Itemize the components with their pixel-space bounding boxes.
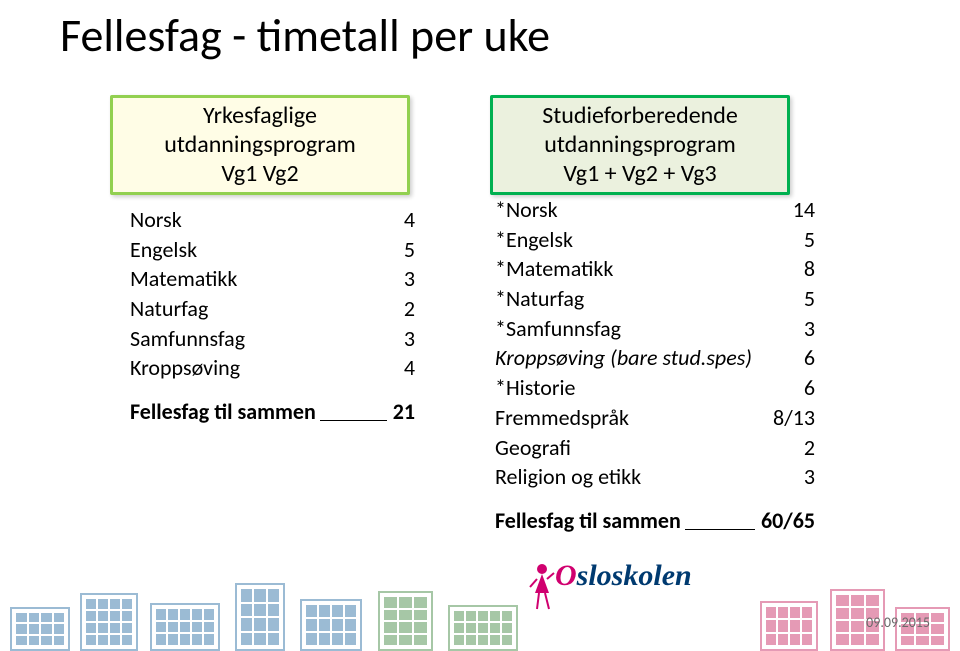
left-subject-list: Norsk 4 Engelsk 5 Matematikk 3 Naturfag … xyxy=(130,205,415,427)
total-value: 21 xyxy=(393,397,415,427)
subject-label: *Samfunnsfag xyxy=(495,314,621,344)
right-total-row: Fellesfag til sammen 60/65 xyxy=(495,506,815,536)
list-item: Engelsk 5 xyxy=(130,235,415,265)
subject-label: Kroppsøving (bare stud.spes) xyxy=(495,343,752,373)
page-title: Fellesfag - timetall per uke xyxy=(60,8,550,64)
skyline-building xyxy=(10,607,70,651)
subject-value: 5 xyxy=(804,284,815,314)
underline xyxy=(320,397,387,421)
total-label: Fellesfag til sammen xyxy=(495,506,681,536)
right-subject-list: *Norsk 14 *Engelsk 5 *Matematikk 8 *Natu… xyxy=(495,195,815,536)
subject-value: 3 xyxy=(804,314,815,344)
subject-label: Engelsk xyxy=(130,235,197,265)
logo-letter-o: O xyxy=(555,559,577,592)
list-item: Naturfag 2 xyxy=(130,294,415,324)
skyline-building xyxy=(760,601,818,651)
list-item: *Matematikk 8 xyxy=(495,254,815,284)
footer-skyline xyxy=(0,561,960,651)
box-green-line3: Vg1 + Vg2 + Vg3 xyxy=(503,160,777,189)
subject-value: 6 xyxy=(804,373,815,403)
logo-text-rest: sloskolen xyxy=(577,559,692,592)
subject-value: 2 xyxy=(804,433,815,463)
subject-label: Samfunnsfag xyxy=(130,324,245,354)
box-green-line1: Studieforberedende xyxy=(503,102,777,131)
list-item: *Historie 6 xyxy=(495,373,815,403)
skyline-building xyxy=(448,605,518,651)
box-yellow-line2: utdanningsprogram xyxy=(123,131,397,160)
subject-value: 8/13 xyxy=(773,403,815,433)
skyline-building xyxy=(300,599,362,651)
list-item: Samfunnsfag 3 xyxy=(130,324,415,354)
list-item: Kroppsøving 4 xyxy=(130,353,415,383)
subject-value: 3 xyxy=(804,462,815,492)
subject-value: 4 xyxy=(404,205,415,235)
subject-value: 2 xyxy=(404,294,415,324)
skyline-building xyxy=(80,593,138,651)
subject-label: Naturfag xyxy=(130,294,208,324)
box-yellow-line3: Vg1 Vg2 xyxy=(123,160,397,189)
subject-label: *Naturfag xyxy=(495,284,584,314)
box-green-line2: utdanningsprogram xyxy=(503,131,777,160)
subject-value: 4 xyxy=(404,353,415,383)
total-label: Fellesfag til sammen xyxy=(130,397,316,427)
subject-label: Geografi xyxy=(495,433,571,463)
list-item: Norsk 4 xyxy=(130,205,415,235)
list-item: *Naturfag 5 xyxy=(495,284,815,314)
subject-label: *Engelsk xyxy=(495,225,573,255)
subject-value: 5 xyxy=(404,235,415,265)
list-item: Kroppsøving (bare stud.spes) 6 xyxy=(495,343,815,373)
subject-label: *Historie xyxy=(495,373,576,403)
list-item: Matematikk 3 xyxy=(130,264,415,294)
subject-label: Kroppsøving xyxy=(130,353,240,383)
osloskolen-logo: Osloskolen xyxy=(555,559,765,619)
subject-value: 5 xyxy=(804,225,815,255)
box-yellow-line1: Yrkesfaglige xyxy=(123,102,397,131)
list-item: Geografi 2 xyxy=(495,433,815,463)
slide: Fellesfag - timetall per uke Yrkesfaglig… xyxy=(0,0,960,651)
box-studieforberedende: Studieforberedende utdanningsprogram Vg1… xyxy=(490,95,790,195)
list-item: *Norsk 14 xyxy=(495,195,815,225)
subject-label: Matematikk xyxy=(130,264,237,294)
box-yrkesfaglige: Yrkesfaglige utdanningsprogram Vg1 Vg2 xyxy=(110,95,410,195)
subject-label: *Norsk xyxy=(495,195,558,225)
left-total-row: Fellesfag til sammen 21 xyxy=(130,397,415,427)
list-item: *Samfunnsfag 3 xyxy=(495,314,815,344)
list-item: Fremmedspråk 8/13 xyxy=(495,403,815,433)
list-item: Religion og etikk 3 xyxy=(495,462,815,492)
subject-value: 14 xyxy=(793,195,815,225)
skyline-building xyxy=(150,603,220,651)
subject-label: Religion og etikk xyxy=(495,462,641,492)
subject-value: 6 xyxy=(804,343,815,373)
subject-label: Fremmedspråk xyxy=(495,403,629,433)
underline xyxy=(685,506,755,530)
logo-figure-icon xyxy=(527,561,557,611)
subject-value: 3 xyxy=(404,324,415,354)
subject-value: 3 xyxy=(404,264,415,294)
skyline-building xyxy=(378,591,433,651)
total-value: 60/65 xyxy=(761,506,815,536)
skyline-building xyxy=(235,583,285,651)
subject-label: Norsk xyxy=(130,205,182,235)
subject-value: 8 xyxy=(804,254,815,284)
slide-date: 09.09.2015 xyxy=(866,614,930,631)
list-item: *Engelsk 5 xyxy=(495,225,815,255)
subject-label: *Matematikk xyxy=(495,254,613,284)
